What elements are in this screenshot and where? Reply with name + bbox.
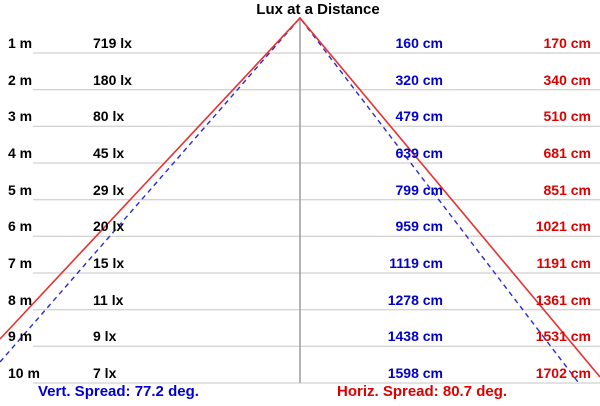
distance-label: 6 m — [8, 218, 33, 234]
horizontal-spread-line — [0, 16, 600, 378]
lux-value-label: 9 lx — [93, 328, 117, 344]
distance-label: 4 m — [8, 145, 33, 161]
vertical-width-label: 1278 cm — [387, 292, 443, 308]
vertical-width-label: 799 cm — [395, 182, 443, 198]
horizontal-width-label: 170 cm — [543, 35, 591, 51]
horizontal-width-label: 851 cm — [543, 182, 591, 198]
lux-value-label: 11 lx — [93, 292, 124, 308]
lux-value-label: 45 lx — [93, 145, 125, 161]
lux-value-label: 719 lx — [93, 35, 132, 51]
distance-label: 2 m — [8, 72, 33, 88]
distance-label: 8 m — [8, 292, 33, 308]
horizontal-width-label: 681 cm — [543, 145, 591, 161]
horizontal-width-label: 1702 cm — [535, 365, 591, 381]
horizontal-width-label: 1191 cm — [536, 255, 592, 271]
distance-label: 9 m — [8, 328, 33, 344]
lux-value-label: 80 lx — [93, 108, 125, 124]
distance-label: 7 m — [8, 255, 33, 271]
vertical-width-label: 639 cm — [395, 145, 443, 161]
horizontal-width-label: 1531 cm — [535, 328, 591, 344]
vertical-width-label: 320 cm — [395, 72, 443, 88]
vertical-width-label: 959 cm — [395, 218, 443, 234]
horizontal-width-label: 1021 cm — [535, 218, 591, 234]
distance-label: 10 m — [8, 365, 40, 381]
vertical-width-label: 1119 cm — [389, 255, 443, 271]
vertical-width-label: 1598 cm — [387, 365, 443, 381]
distance-label: 5 m — [8, 182, 33, 198]
lux-value-label: 7 lx — [93, 365, 117, 381]
vertical-width-label: 1438 cm — [387, 328, 443, 344]
distance-label: 3 m — [8, 108, 33, 124]
chart-title: Lux at a Distance — [256, 1, 380, 18]
vertical-width-label: 160 cm — [395, 35, 443, 51]
distance-label: 1 m — [8, 35, 33, 51]
horiz-spread-label: Horiz. Spread: 80.7 deg. — [337, 383, 508, 400]
horizontal-width-label: 340 cm — [543, 72, 591, 88]
lux-value-label: 180 lx — [93, 72, 132, 88]
horizontal-width-label: 510 cm — [543, 108, 591, 124]
lux-value-label: 20 lx — [93, 218, 125, 234]
gridlines — [33, 52, 600, 384]
horizontal-width-label: 1361 cm — [535, 292, 591, 308]
lux-value-label: 15 lx — [93, 255, 125, 271]
vertical-width-label: 479 cm — [395, 108, 443, 124]
vert-spread-label: Vert. Spread: 77.2 deg. — [38, 383, 199, 400]
lux-value-label: 29 lx — [93, 182, 125, 198]
